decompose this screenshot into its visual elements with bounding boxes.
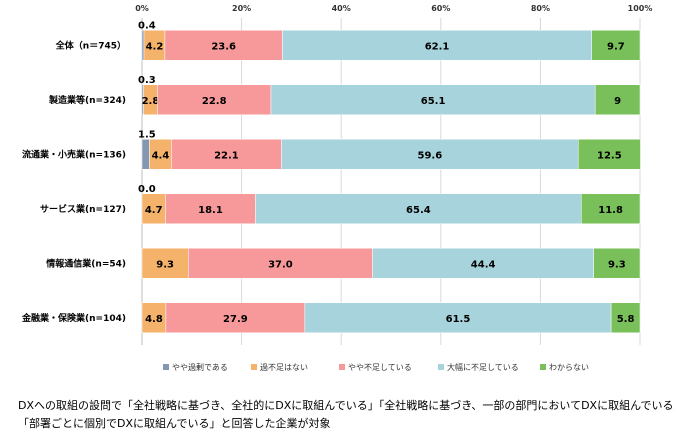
data-label: 44.4 <box>471 259 496 270</box>
x-tick-label: 20% <box>232 4 251 13</box>
data-label: 4.4 <box>152 150 170 161</box>
data-label: 37.0 <box>268 259 293 270</box>
data-label: 2.8 <box>142 96 160 107</box>
category-label: 金融業・保険業(n=104) <box>21 312 126 324</box>
legend-label: 過不足はない <box>260 362 308 372</box>
bar-segment <box>281 139 579 170</box>
bar-segment <box>610 302 641 333</box>
data-label: 0.3 <box>138 75 156 86</box>
legend-label: 大幅に不足している <box>447 362 519 372</box>
data-label: 0.0 <box>138 184 156 195</box>
data-label: 65.4 <box>406 205 431 216</box>
chart-svg: 0% 20% 40% 60% 80% 100% 全体（n＝745） 0.4 4.2 23.6 62.… <box>21 4 653 372</box>
x-tick-label: 80% <box>531 4 550 13</box>
legend-label: わからない <box>549 363 589 372</box>
bar-segment <box>165 193 256 224</box>
data-label: 59.6 <box>418 150 443 161</box>
data-label: 27.9 <box>223 314 248 325</box>
bar-segment <box>188 248 373 279</box>
data-label: 22.8 <box>202 96 227 107</box>
data-label: 5.8 <box>617 314 635 325</box>
data-label: 9.3 <box>608 259 626 270</box>
x-tick-label: 40% <box>332 4 351 13</box>
bar-segment <box>141 30 145 61</box>
data-label: 65.1 <box>421 96 446 107</box>
legend-label: やや過剰である <box>172 362 228 372</box>
data-label: 23.6 <box>211 41 236 52</box>
bar-segment <box>304 302 612 333</box>
x-tick-label: 0% <box>135 4 149 13</box>
bar-segment <box>157 84 272 115</box>
data-label: 22.1 <box>214 150 239 161</box>
legend-swatch <box>540 364 546 370</box>
legend-swatch <box>339 364 345 370</box>
data-label: 0.4 <box>138 20 156 31</box>
data-label: 12.5 <box>597 150 622 161</box>
data-label: 9.7 <box>607 41 625 52</box>
category-label: 情報通信業(n=54) <box>45 257 126 269</box>
data-label: 4.2 <box>146 41 164 52</box>
category-label: サービス業(n=127) <box>40 203 126 215</box>
data-label: 62.1 <box>425 41 450 52</box>
category-label: 製造業等(n=324) <box>48 94 126 106</box>
bar-segment <box>372 248 594 279</box>
stacked-bar-chart: 0% 20% 40% 60% 80% 100% 全体（n＝745） 0.4 4.2 23.6 62.… <box>21 4 653 372</box>
bar-segment <box>593 248 641 279</box>
data-label: 11.8 <box>598 205 623 216</box>
bar-segment <box>270 84 596 115</box>
bar-segment <box>141 248 189 279</box>
bar-segment <box>591 30 641 61</box>
x-tick-label: 60% <box>431 4 450 13</box>
data-label: 61.5 <box>446 314 471 325</box>
data-label: 4.7 <box>145 205 163 216</box>
bar-segment <box>141 139 150 170</box>
data-label: 9.3 <box>156 259 174 270</box>
bar-segment <box>580 193 641 224</box>
legend-swatch <box>163 364 169 370</box>
category-label: 全体（n＝745） <box>55 39 126 51</box>
data-label: 9 <box>614 96 621 107</box>
bar-segment <box>171 139 282 170</box>
bar-segment <box>594 84 641 115</box>
bar-segment <box>165 302 306 333</box>
bar-segment <box>255 193 582 224</box>
legend-swatch <box>251 364 257 370</box>
data-label: 1.5 <box>138 129 156 140</box>
category-label: 流通業・小売業(n=136) <box>22 148 126 160</box>
legend-swatch <box>438 364 444 370</box>
legend-label: やや不足している <box>348 363 412 372</box>
data-label: 18.1 <box>198 205 223 216</box>
x-tick-label: 100% <box>628 4 653 13</box>
footnote-line-2: 「部署ごとに個別でDXに取組んでいる」と回答した企業が対象 <box>18 417 331 430</box>
bar-segment <box>577 139 641 170</box>
data-label: 4.8 <box>145 314 163 325</box>
bar-segment <box>282 30 592 61</box>
footnote-line-1: DXへの取組の設問で「全社戦略に基づき、全社的にDXに取組んでいる」「全社戦略に… <box>18 399 674 412</box>
